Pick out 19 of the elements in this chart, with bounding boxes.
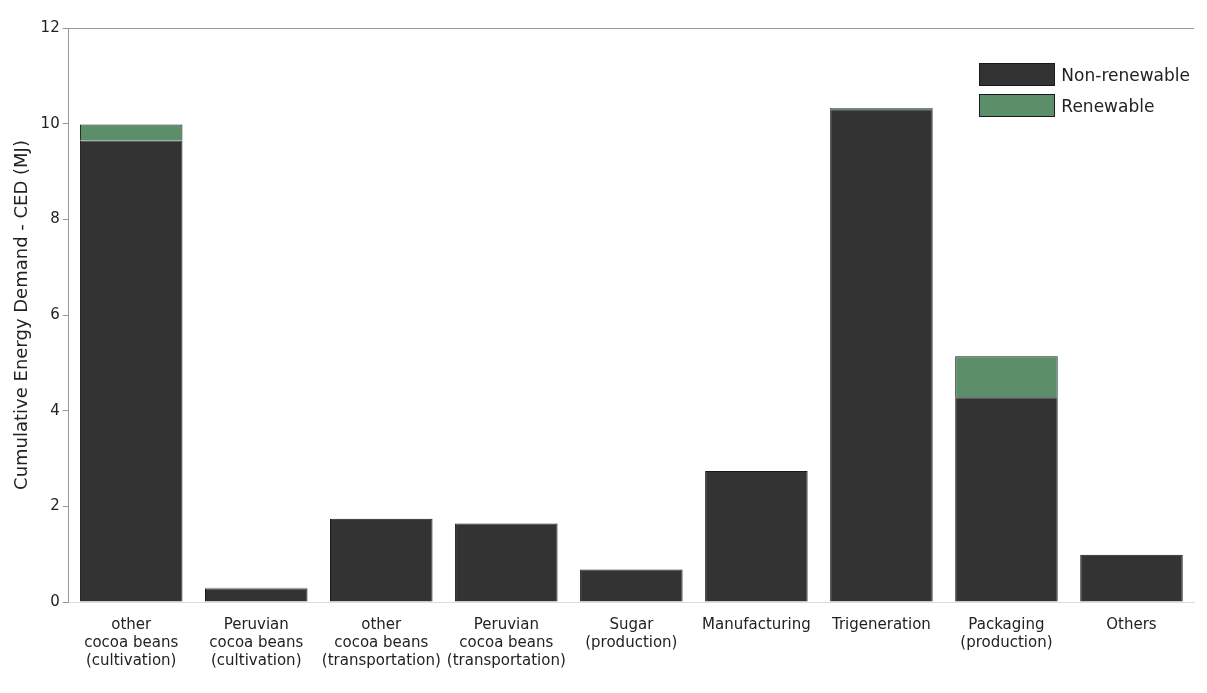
y-tick-label: 0	[50, 591, 60, 610]
y-tick-label: 10	[40, 113, 60, 132]
x-tick-label: Packaging (production)	[960, 614, 1053, 651]
x-tick-label: Others	[1106, 614, 1157, 633]
x-tick-label: other cocoa beans (transportation)	[321, 614, 441, 669]
x-tick-label: Peruvian cocoa beans (transportation)	[446, 614, 566, 669]
y-tick-label: 8	[50, 209, 60, 228]
y-tick-label: 4	[50, 400, 60, 419]
y-tick-label: 12	[40, 17, 60, 36]
y-axis-title: Cumulative Energy Demand - CED (MJ)	[10, 140, 32, 490]
y-tick-label: 2	[50, 496, 60, 515]
legend-label: Non-renewable	[1061, 64, 1190, 85]
x-tick-label: Trigeneration	[830, 614, 931, 633]
x-tick-label: Peruvian cocoa beans (cultivation)	[209, 614, 304, 669]
y-tick-label: 6	[50, 304, 60, 323]
x-tick-label: Sugar (production)	[585, 614, 678, 651]
x-tick-label: other cocoa beans (cultivation)	[84, 614, 179, 669]
legend-label: Renewable	[1061, 95, 1155, 116]
x-tick-label: Manufacturing	[702, 614, 811, 633]
